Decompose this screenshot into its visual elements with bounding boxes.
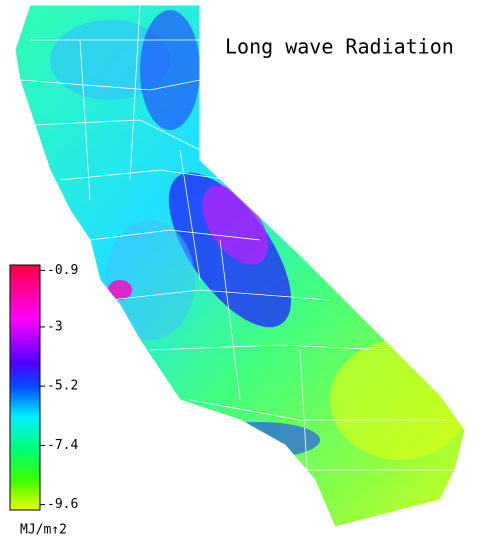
california-map xyxy=(14,4,466,528)
colorbar-tick-label: -5.2 xyxy=(47,379,78,394)
colorbar xyxy=(9,264,41,511)
colorbar-unit: MJ/m↑2 xyxy=(20,523,67,538)
colorbar-tick-label: -0.9 xyxy=(47,263,78,278)
colorbar-tick-label: -7.4 xyxy=(47,438,78,453)
map-title: Long wave Radiation xyxy=(225,35,454,59)
colorbar-tick-label: -9.6 xyxy=(47,497,78,512)
colorbar-tick-label: -3 xyxy=(47,319,63,334)
